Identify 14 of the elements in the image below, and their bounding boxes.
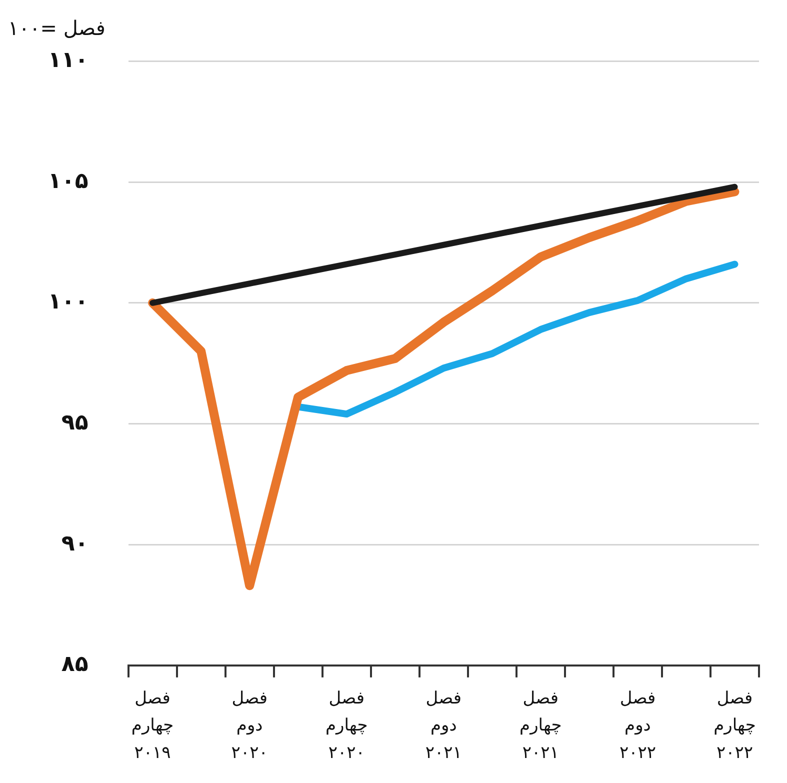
y-tick-label: ۸۵ xyxy=(61,652,88,678)
y-tick-label: ۱۱۰ xyxy=(48,48,88,73)
x-tick-label: فصل دوم ۲۰۲۰ xyxy=(231,688,268,763)
x-tick-label: فصل دوم ۲۰۲۱ xyxy=(425,688,462,763)
y-tick-label: ۱۰۰ xyxy=(48,290,88,315)
y-tick-label: ۹۰ xyxy=(61,531,88,556)
x-tick-label: فصل چهارم ۲۰۲۱ xyxy=(520,688,562,763)
x-tick-label: فصل چهارم ۲۰۲۲ xyxy=(714,688,756,763)
y-tick-label: ۱۰۵ xyxy=(48,168,88,194)
y-tick-label: ۹۵ xyxy=(61,410,88,436)
y-axis-title: فصل =۱۰۰ xyxy=(8,16,106,40)
x-tick-label: فصل چهارم ۲۰۱۹ xyxy=(131,688,174,763)
x-tick-label: فصل دوم ۲۰۲۲ xyxy=(619,688,656,763)
x-tick-label: فصل چهارم ۲۰۲۰ xyxy=(325,688,368,763)
